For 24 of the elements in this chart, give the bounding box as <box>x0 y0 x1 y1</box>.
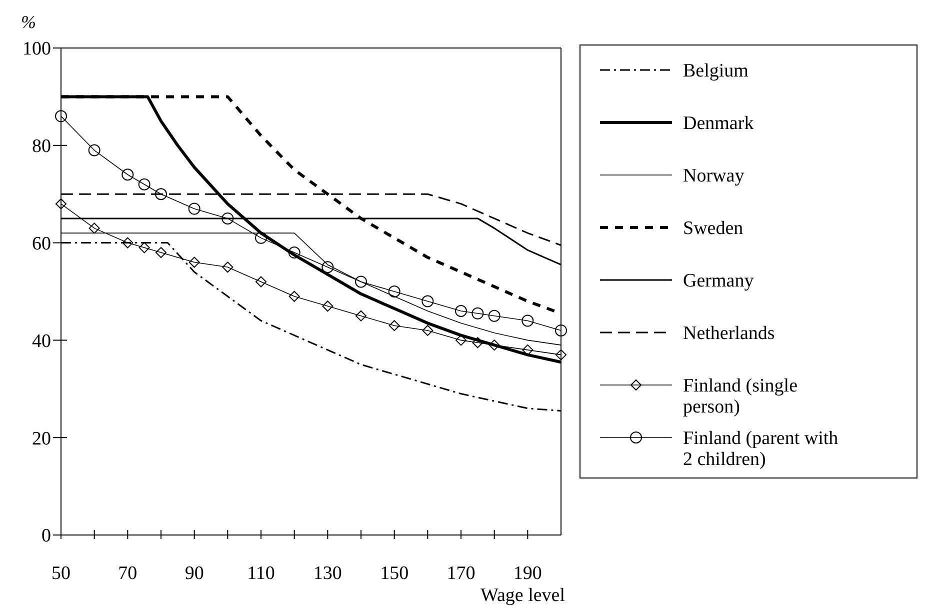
x-tick-label: 130 <box>313 563 342 584</box>
x-tick-label: 190 <box>513 563 542 584</box>
y-axis-title: % <box>21 12 36 32</box>
legend-label: Germany <box>683 270 754 292</box>
x-tick-label: 50 <box>52 563 70 584</box>
x-tick-label: 110 <box>247 563 275 584</box>
legend-label: Denmark <box>683 113 754 134</box>
legend-label: Belgium <box>683 60 749 82</box>
x-tick-label: 90 <box>184 563 204 584</box>
y-tick-label: 100 <box>22 38 51 60</box>
y-tick-label: 20 <box>32 428 51 450</box>
legend-label: Finland (parent with 2 children) <box>683 428 839 470</box>
y-tick-label: 0 <box>42 526 51 547</box>
legend-label: Norway <box>683 166 745 187</box>
legend-label: Sweden <box>683 218 744 240</box>
x-axis-title: Wage level <box>480 585 565 606</box>
legend-label: Netherlands <box>683 323 775 344</box>
x-tick-label: 170 <box>446 563 476 584</box>
y-tick-label: 40 <box>32 330 51 352</box>
y-tick-label: 60 <box>32 233 51 254</box>
legend-label: Finland (single person) <box>683 376 798 418</box>
x-tick-label: 150 <box>380 563 409 584</box>
x-tick-label: 70 <box>118 563 138 584</box>
y-tick-label: 80 <box>32 136 51 158</box>
